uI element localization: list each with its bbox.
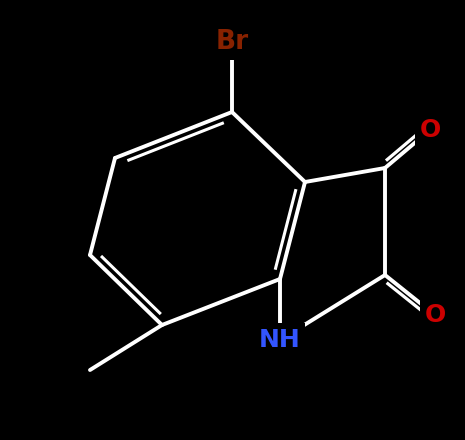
Text: O: O [425, 303, 445, 327]
Text: NH: NH [259, 328, 301, 352]
Text: O: O [419, 118, 441, 142]
Text: Br: Br [215, 29, 249, 55]
